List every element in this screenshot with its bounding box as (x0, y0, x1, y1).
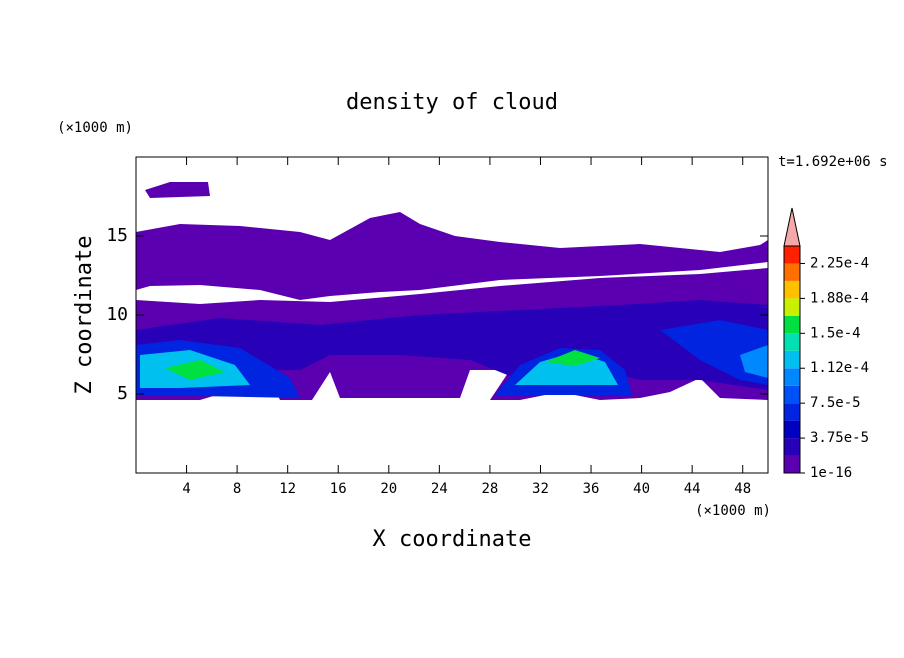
colorbar-tick-label: 3.75e-5 (810, 430, 869, 446)
colorbar-tick-label: 2.25e-4 (810, 255, 869, 271)
x-tick-label: 4 (182, 481, 190, 497)
x-tick-label: 16 (330, 481, 347, 497)
colorbar-band (784, 315, 800, 334)
colorbar-band (784, 420, 800, 439)
y-tick-label: 5 (117, 383, 128, 404)
colorbar-band (784, 455, 800, 473)
colorbar-band (784, 246, 800, 264)
colorbar-band (784, 298, 800, 316)
colorbar-tick-label: 1.88e-4 (810, 290, 869, 306)
colorbar-band (784, 263, 800, 281)
contour-field (136, 182, 768, 400)
colorbar-band (784, 333, 800, 351)
y-tick-label: 10 (106, 304, 128, 325)
x-axis-label: X coordinate (373, 527, 532, 552)
x-tick-label: 20 (380, 481, 397, 497)
chart-title: density of cloud (346, 90, 558, 115)
colorbar-band (784, 350, 800, 369)
colorbar-band (784, 403, 800, 421)
y-tick-label: 15 (106, 225, 128, 246)
x-tick-label: 40 (633, 481, 650, 497)
y-axis-label: Z coordinate (72, 236, 97, 395)
colorbar-tick-label: 7.5e-5 (810, 395, 861, 411)
y-unit: (×1000 m) (57, 120, 133, 136)
colorbar-tick-label: 1e-16 (810, 465, 852, 481)
x-tick-label: 44 (684, 481, 701, 497)
colorbar-tick-label: 1.12e-4 (810, 360, 869, 376)
x-tick-label: 48 (734, 481, 751, 497)
x-tick-label: 28 (481, 481, 498, 497)
colorbar-band (784, 385, 800, 404)
colorbar-band (784, 280, 800, 299)
colorbar-band (784, 438, 800, 456)
colorbar-frame (783, 245, 801, 474)
x-tick-label: 8 (233, 481, 241, 497)
colorbar-cap (783, 207, 801, 247)
x-tick-label: 12 (279, 481, 296, 497)
x-tick-label: 36 (583, 481, 600, 497)
time-annotation: t=1.692e+06 s (778, 154, 888, 170)
x-unit: (×1000 m) (695, 503, 771, 519)
colorbar-band (784, 368, 800, 386)
x-tick-label: 24 (431, 481, 448, 497)
colorbar-tick-label: 1.5e-4 (810, 325, 861, 341)
x-tick-label: 32 (532, 481, 549, 497)
